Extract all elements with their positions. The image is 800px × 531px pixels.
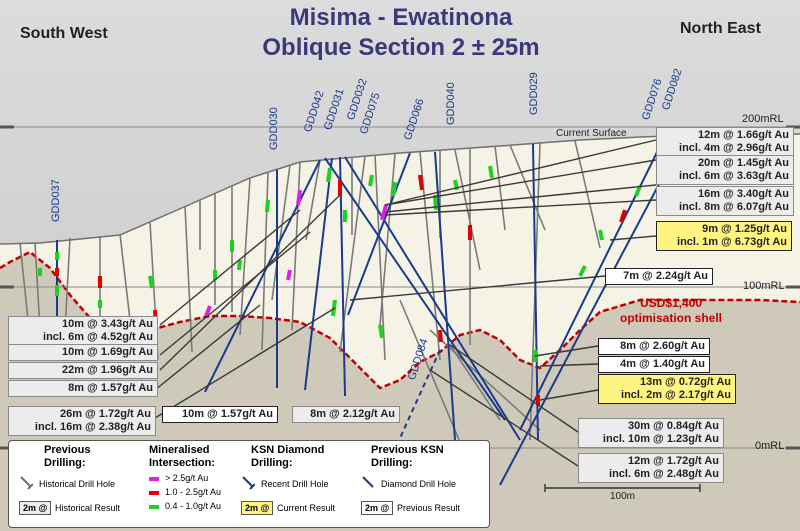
result-line-main: 10m @ 1.57g/t Au (181, 408, 273, 420)
legend-pksn-title1: Previous KSN (371, 444, 444, 456)
result-callout: 10m @ 3.43g/t Au incl. 6m @ 4.52g/t Au (8, 316, 158, 346)
result-callout: 30m @ 0.84g/t Au incl. 10m @ 1.23g/t Au (578, 418, 724, 448)
result-callout: 13m @ 0.72g/t Au incl. 2m @ 2.17g/t Au (598, 374, 736, 404)
diamond-hole-icon (361, 476, 375, 490)
legend-pksn-title2: Drilling: (371, 457, 413, 469)
shell-label-line2: optimisation shell (620, 311, 723, 325)
result-callout: 8m @ 2.12g/t Au (292, 406, 400, 423)
legend: Previous Drilling: Historical Drill Hole… (8, 440, 490, 528)
planned-hole (399, 349, 441, 439)
legend-pksn-hole-label: Diamond Drill Hole (381, 479, 457, 489)
result-line-main: 9m @ 1.25g/t Au (702, 223, 787, 235)
legend-ksn-title2: Drilling: (251, 457, 293, 469)
elevation-label-200: 200mRL (742, 113, 784, 125)
hole-label-gdd040: GDD040 (445, 82, 457, 125)
result-callout: 4m @ 1.40g/t Au (598, 356, 710, 373)
result-line-main: 12m @ 1.72g/t Au (627, 455, 719, 467)
result-callout: 8m @ 1.57g/t Au (8, 380, 158, 397)
legend-swatch-mid (149, 491, 159, 495)
direction-right: North East (680, 20, 761, 37)
callout-leaders (154, 139, 657, 467)
shell-label-line1: USD$1,400 (640, 296, 703, 310)
legend-label-low: 0.4 - 1.0g/t Au (165, 501, 222, 511)
result-line-incl: incl. 6m @ 2.48g/t Au (609, 468, 719, 480)
result-line-main: 8m @ 2.12g/t Au (310, 408, 395, 420)
legend-ksn-badge: 2m @ (241, 501, 274, 515)
legend-swatch-low (149, 505, 159, 509)
result-callout: 10m @ 1.69g/t Au (8, 344, 158, 361)
recent-holes (56, 134, 686, 486)
result-line-incl: incl. 2m @ 2.17g/t Au (621, 389, 731, 401)
current-surface-line (0, 133, 800, 245)
result-line-main: 26m @ 1.72g/t Au (59, 408, 151, 420)
result-callout: 8m @ 2.60g/t Au (598, 338, 710, 355)
recent-hole-icon (241, 476, 255, 490)
legend-prev-result-label: Historical Result (55, 503, 121, 513)
legend-swatch-high (149, 477, 159, 481)
result-line-incl: incl. 1m @ 6.73g/t Au (677, 236, 787, 248)
legend-label-high: > 2.5g/t Au (165, 473, 209, 483)
result-callout: 9m @ 1.25g/t Au incl. 1m @ 6.73g/t Au (656, 221, 792, 251)
result-line-main: 7m @ 2.24g/t Au (623, 270, 708, 282)
legend-pksn-badge: 2m @ (361, 501, 394, 515)
result-callout: 16m @ 3.40g/t Au incl. 8m @ 6.07g/t Au (656, 186, 794, 216)
elevation-label-100: 100mRL (743, 280, 785, 292)
hole-label-gdd029: GDD029 (528, 72, 540, 115)
result-line-incl: incl. 4m @ 2.96g/t Au (679, 142, 789, 154)
result-callout: 10m @ 1.57g/t Au (162, 406, 278, 423)
direction-left: South West (20, 25, 108, 42)
result-line-incl: incl. 16m @ 2.38g/t Au (34, 421, 151, 433)
legend-label-mid: 1.0 - 2.5g/t Au (165, 487, 222, 497)
hole-label-gdd030: GDD030 (268, 107, 280, 150)
result-line-main: 13m @ 0.72g/t Au (639, 376, 731, 388)
legend-ksn-title1: KSN Diamond (251, 444, 325, 456)
result-line-main: 30m @ 0.84g/t Au (627, 420, 719, 432)
scale-label: 100m (610, 491, 636, 502)
legend-prev-title1: Previous (44, 444, 91, 456)
result-callout: 12m @ 1.72g/t Au incl. 6m @ 2.48g/t Au (578, 453, 724, 483)
legend-prev-hole-label: Historical Drill Hole (39, 479, 116, 489)
result-line-main: 8m @ 2.60g/t Au (620, 340, 705, 352)
result-callout: 22m @ 1.96g/t Au (8, 362, 158, 379)
historical-hole-icon (19, 476, 33, 490)
result-line-incl: incl. 6m @ 4.52g/t Au (43, 331, 153, 343)
result-line-incl: incl. 8m @ 6.07g/t Au (679, 201, 789, 213)
legend-prev-badge: 2m @ (19, 501, 52, 515)
legend-pksn-result-label: Previous Result (397, 503, 461, 513)
result-callout: 26m @ 1.72g/t Au incl. 16m @ 2.38g/t Au (8, 406, 156, 436)
result-callout: 20m @ 1.45g/t Au incl. 6m @ 3.63g/t Au (656, 155, 794, 185)
hole-label-gdd037: GDD037 (50, 179, 62, 222)
result-line-main: 4m @ 1.40g/t Au (620, 358, 705, 370)
legend-min-title1: Mineralised (149, 444, 210, 456)
result-line-main: 10m @ 1.69g/t Au (61, 346, 153, 358)
mineral-intersections (38, 165, 642, 405)
result-line-main: 8m @ 1.57g/t Au (68, 382, 153, 394)
result-line-incl: incl. 6m @ 3.63g/t Au (679, 170, 789, 182)
legend-ksn-hole-label: Recent Drill Hole (261, 479, 329, 489)
result-line-main: 22m @ 1.96g/t Au (61, 364, 153, 376)
surface-label: Current Surface (556, 128, 627, 139)
result-line-main: 10m @ 3.43g/t Au (61, 318, 153, 330)
legend-prev-title2: Drilling: (44, 457, 86, 469)
legend-ksn-result-label: Current Result (277, 503, 336, 513)
result-line-main: 12m @ 1.66g/t Au (697, 129, 789, 141)
elevation-label-0: 0mRL (755, 440, 785, 452)
result-callout: 12m @ 1.66g/t Au incl. 4m @ 2.96g/t Au (656, 127, 794, 157)
legend-min-title2: Intersection: (149, 457, 216, 469)
title-line1: Misima - Ewatinona (289, 4, 513, 31)
scale-bar (544, 484, 701, 492)
title-line2: Oblique Section 2 ± 25m (262, 34, 540, 61)
result-line-main: 16m @ 3.40g/t Au (697, 188, 789, 200)
result-line-main: 20m @ 1.45g/t Au (697, 157, 789, 169)
result-callout: 7m @ 2.24g/t Au (605, 268, 713, 285)
result-line-incl: incl. 10m @ 1.23g/t Au (602, 433, 719, 445)
